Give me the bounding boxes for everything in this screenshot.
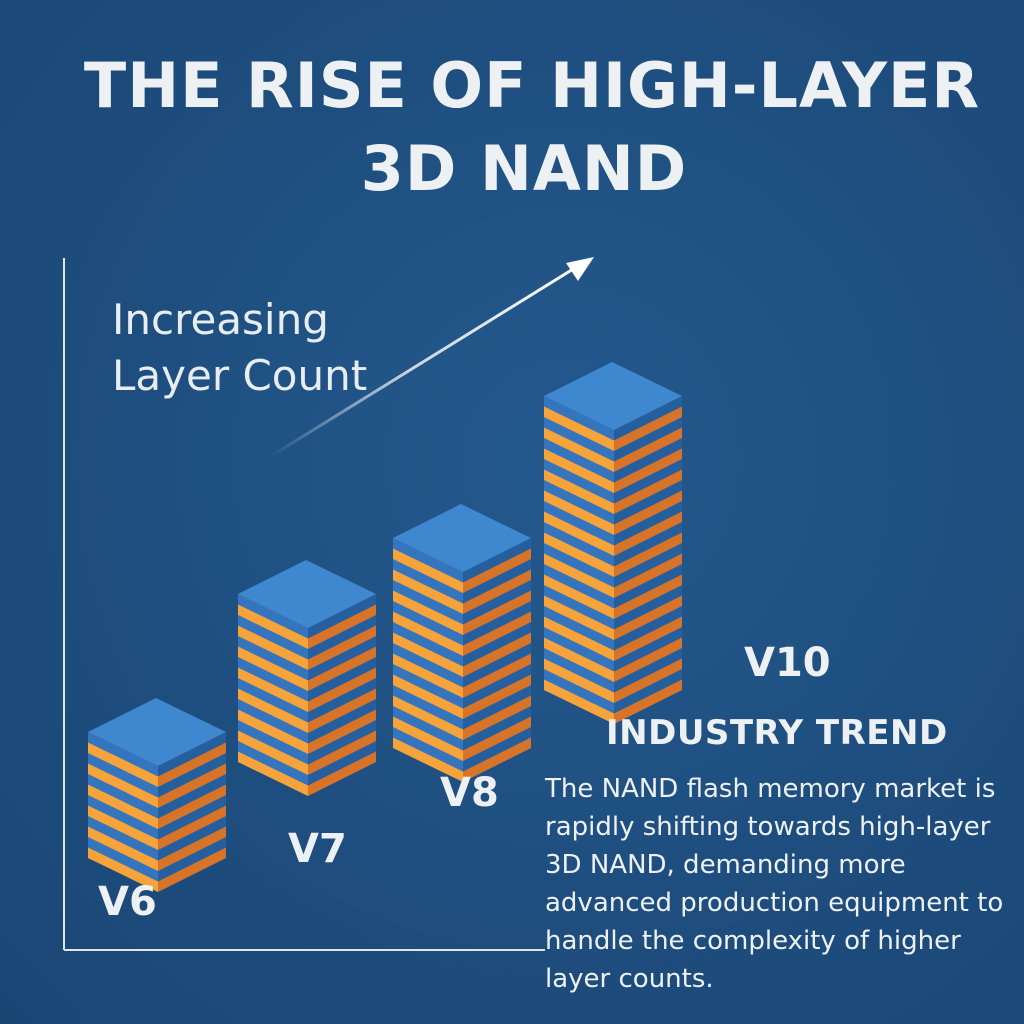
industry-trend-body: The NAND flash memory market is rapidly … [545, 774, 1004, 994]
bar-v6 [88, 698, 226, 892]
trend-annotation: Increasing Layer Count [112, 292, 367, 404]
annotation-line-1: Increasing [112, 295, 329, 344]
bar-series [88, 362, 682, 892]
bar-top [88, 698, 226, 766]
bar-top [238, 560, 376, 628]
bar-label-v6: V6 [98, 879, 157, 925]
chart-axes [63, 258, 545, 951]
bar-label-v8: V8 [440, 770, 499, 816]
bar-v7 [238, 560, 376, 796]
title-line-2: 3D NAND [360, 132, 688, 205]
bar-v8 [393, 504, 531, 782]
bar-label-v10: V10 [744, 640, 831, 686]
trend-arrow [267, 257, 594, 460]
bar-label-v7: V7 [288, 826, 347, 872]
bar-top [393, 504, 531, 572]
bar-v10 [544, 362, 682, 724]
industry-trend-heading: INDUSTRY TREND [606, 713, 948, 753]
bar-label-group: V6 V7 V8 V10 [98, 640, 831, 925]
annotation-line-2: Layer Count [112, 351, 368, 400]
bar-top [544, 362, 682, 430]
title-line-1: THE RISE OF HIGH-LAYER [83, 49, 981, 122]
